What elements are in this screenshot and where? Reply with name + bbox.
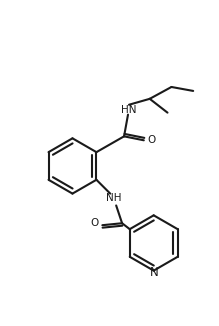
Text: NH: NH	[106, 193, 122, 202]
Text: O: O	[90, 218, 99, 228]
Text: O: O	[148, 135, 156, 145]
Text: HN: HN	[121, 105, 137, 115]
Text: N: N	[150, 266, 159, 279]
